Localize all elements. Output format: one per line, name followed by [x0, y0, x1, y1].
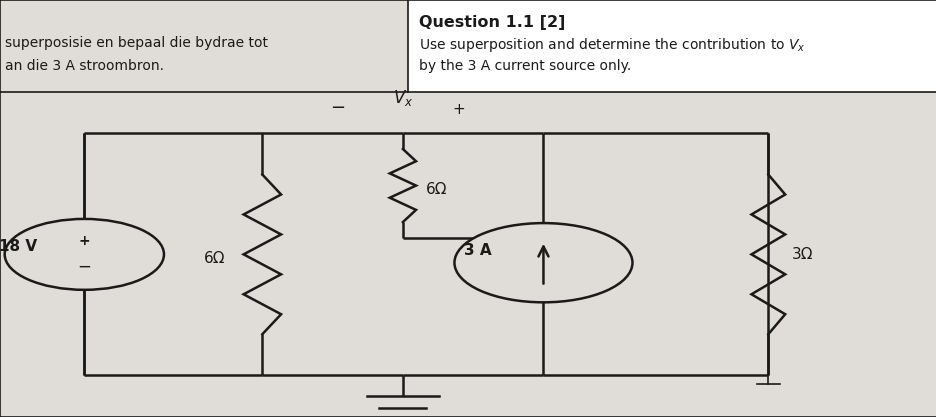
Text: by the 3 A current source only.: by the 3 A current source only.	[418, 59, 631, 73]
Text: −: −	[329, 99, 344, 117]
Circle shape	[454, 223, 632, 302]
Text: Question 1.1 [2]: Question 1.1 [2]	[418, 15, 564, 30]
Circle shape	[5, 219, 164, 290]
Text: $V_x$: $V_x$	[392, 88, 413, 108]
Text: +: +	[452, 102, 465, 117]
Text: superposisie en bepaal die bydrae tot: superposisie en bepaal die bydrae tot	[5, 36, 268, 50]
Text: 3 A: 3 A	[464, 244, 491, 258]
Bar	[407, 0, 936, 92]
Text: Use superposition and determine the contribution to $V_x$: Use superposition and determine the cont…	[418, 36, 805, 54]
Text: 6Ω: 6Ω	[203, 251, 225, 266]
Text: an die 3 A stroombron.: an die 3 A stroombron.	[5, 59, 164, 73]
Text: 3Ω: 3Ω	[791, 247, 812, 262]
Text: 18 V: 18 V	[0, 239, 37, 254]
Text: +: +	[79, 234, 90, 248]
Text: 6Ω: 6Ω	[426, 182, 447, 197]
Text: −: −	[78, 258, 91, 276]
